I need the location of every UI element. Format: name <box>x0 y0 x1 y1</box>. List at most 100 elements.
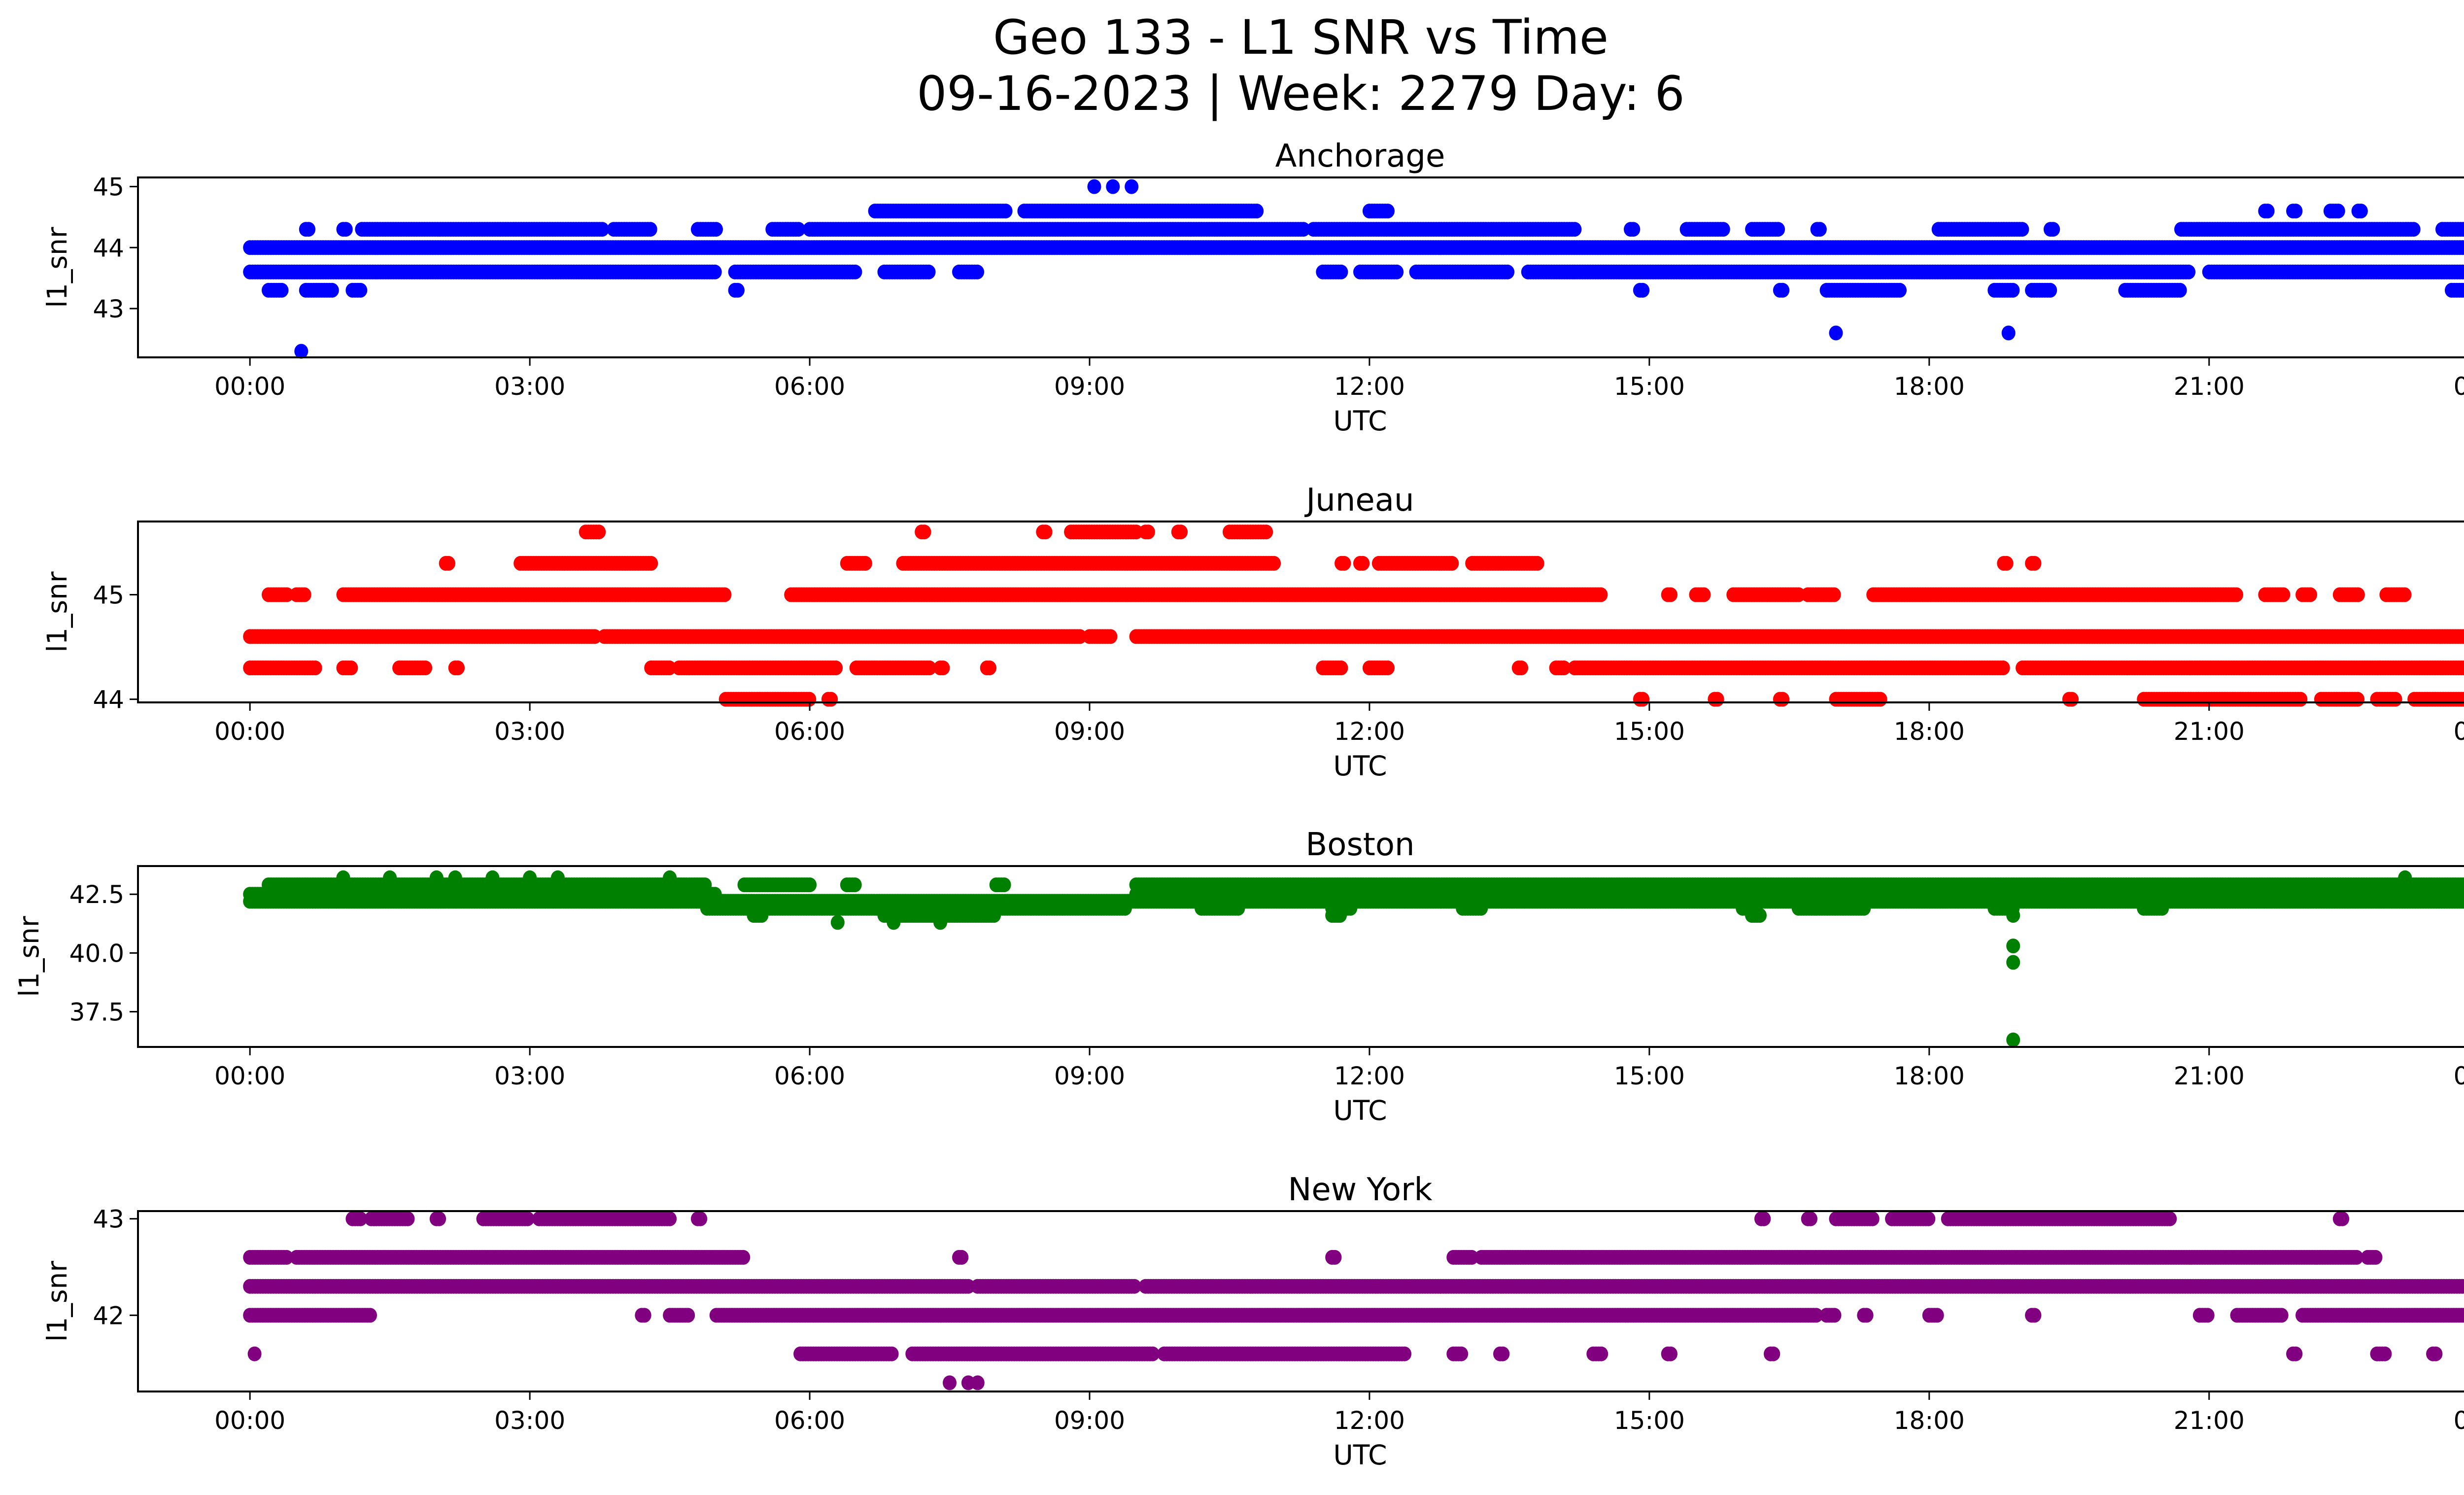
data-point <box>1356 556 1370 571</box>
data-point <box>325 282 339 298</box>
data-point <box>1999 556 2014 571</box>
y-tick-label: 45 <box>93 173 124 202</box>
data-point <box>595 222 609 237</box>
data-point <box>970 264 985 279</box>
y-tick-label: 44 <box>93 686 124 714</box>
data-point <box>302 222 316 237</box>
data-point <box>2388 692 2402 707</box>
data-point <box>2354 204 2368 219</box>
data-point <box>2397 587 2412 602</box>
data-point <box>339 222 353 237</box>
data-point <box>587 629 602 644</box>
x-tick-label: 03:00 <box>494 717 565 746</box>
data-point <box>1038 524 1053 540</box>
data-point <box>1334 264 1348 279</box>
data-point <box>1334 661 1348 675</box>
scatter-points <box>243 870 2464 1047</box>
data-point <box>294 344 308 359</box>
x-axis-label: UTC <box>1333 405 1387 437</box>
data-point <box>936 661 950 675</box>
data-point <box>1626 222 1641 237</box>
data-point <box>1445 556 1459 571</box>
x-tick-label: 21:00 <box>2174 717 2245 746</box>
data-point <box>2260 204 2275 219</box>
data-point <box>2461 241 2464 254</box>
x-tick-label: 12:00 <box>1334 717 1405 746</box>
data-point <box>730 282 745 298</box>
x-tick-label: 00:00 <box>2454 717 2464 746</box>
x-tick-label: 09:00 <box>1054 717 1125 746</box>
data-point <box>1996 661 2010 675</box>
data-point <box>2331 204 2345 219</box>
subplot-title: Boston <box>1305 827 1414 863</box>
x-tick-label: 06:00 <box>774 372 845 401</box>
data-point <box>1716 222 1730 237</box>
x-tick-label: 18:00 <box>1894 372 1965 401</box>
data-point <box>1829 325 1843 341</box>
x-tick-label: 03:00 <box>494 372 565 401</box>
data-point <box>2351 692 2365 707</box>
data-point <box>1267 556 1281 571</box>
y-tick-label: 43 <box>93 295 124 323</box>
y-tick-label: 45 <box>93 581 124 609</box>
data-point <box>1636 282 1650 298</box>
data-point <box>1893 282 1907 298</box>
data-point <box>1250 204 1264 219</box>
data-point <box>2001 325 2016 341</box>
data-point <box>2351 587 2365 602</box>
data-point <box>824 692 838 707</box>
data-point <box>1594 587 1608 602</box>
data-point <box>1087 179 1101 194</box>
data-point <box>2461 266 2464 278</box>
y-axis-label: l1_snr <box>41 227 73 308</box>
data-point <box>297 587 311 602</box>
data-point <box>2293 692 2308 707</box>
data-point <box>2065 692 2079 707</box>
data-point <box>718 587 732 602</box>
x-axis-label: UTC <box>1333 750 1387 782</box>
data-point <box>1776 692 1790 707</box>
data-point <box>791 222 806 237</box>
x-tick-label: 06:00 <box>774 717 845 746</box>
data-point <box>1514 661 1529 675</box>
data-point <box>643 222 657 237</box>
data-point <box>1103 629 1118 644</box>
chart-subtitle: 09-16-2023 | Week: 2279 Day: 6 <box>917 66 1685 121</box>
data-point <box>1174 524 1188 540</box>
data-point <box>1827 587 1841 602</box>
data-point <box>2015 222 2029 237</box>
data-point <box>2289 204 2303 219</box>
data-point <box>922 264 936 279</box>
data-point <box>442 556 455 571</box>
data-point <box>1776 282 1790 298</box>
x-tick-label: 09:00 <box>1054 372 1125 401</box>
data-point <box>708 264 722 279</box>
data-point <box>2006 282 2020 298</box>
subplot-title: Juneau <box>1304 482 1414 519</box>
data-point <box>1381 661 1395 675</box>
x-tick-label: 00:00 <box>214 717 285 746</box>
x-tick-label: 21:00 <box>2174 372 2245 401</box>
subplot-title: Anchorage <box>1275 138 1445 174</box>
chart-title: Geo 133 - L1 SNR vs Time <box>993 10 1608 65</box>
data-point <box>1530 556 1544 571</box>
data-point <box>1664 587 1677 602</box>
data-point <box>2462 223 2464 235</box>
x-tick-label: 15:00 <box>1614 372 1685 401</box>
data-point <box>1381 204 1395 219</box>
data-point <box>858 556 872 571</box>
data-point <box>2046 222 2060 237</box>
scatter-points <box>243 179 2464 359</box>
data-point <box>418 661 433 675</box>
y-axis-label: l1_snr <box>41 571 73 652</box>
data-point <box>2406 222 2421 237</box>
data-point <box>2229 587 2243 602</box>
data-point <box>1073 629 1087 644</box>
data-point <box>1106 179 1120 194</box>
data-point <box>1296 222 1310 237</box>
data-point <box>998 204 1013 219</box>
